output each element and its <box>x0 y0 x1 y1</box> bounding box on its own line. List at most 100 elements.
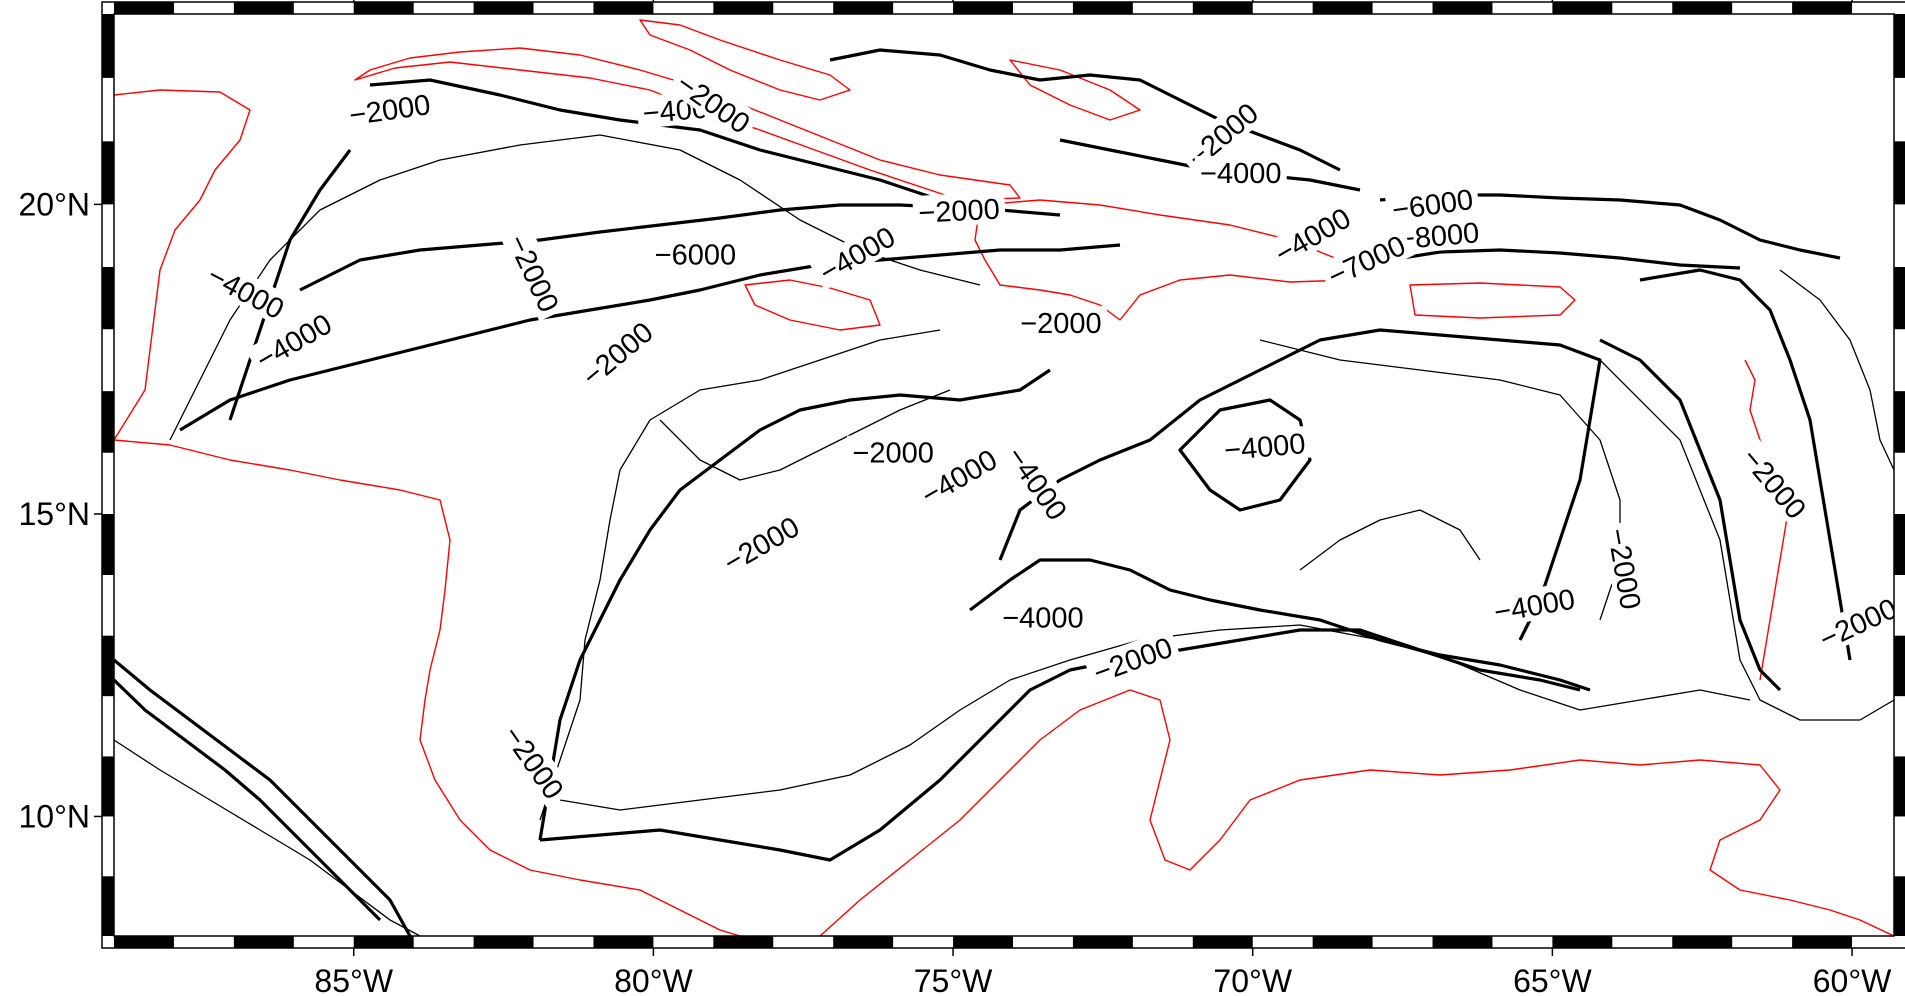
frame-segment-right <box>1894 141 1905 205</box>
coastline-layer <box>114 19 1894 936</box>
frame-segment-top <box>233 2 294 14</box>
contour-label: −2000 <box>912 191 1006 230</box>
contour-line <box>1599 338 1782 692</box>
contour-line <box>969 558 1591 692</box>
y-tick-label: 20°N <box>19 186 91 222</box>
frame-segment-left <box>102 635 114 697</box>
contour-line <box>114 678 382 922</box>
frame-segment-top <box>353 2 414 14</box>
contour-label-background <box>494 714 574 809</box>
contour-line <box>998 328 1602 641</box>
frame-segment-top <box>1672 2 1733 14</box>
frame-segment-right <box>1894 514 1905 575</box>
frame-segment-left <box>102 14 114 78</box>
contour-label-background <box>912 191 1006 229</box>
frame-segment-top <box>1792 2 1853 14</box>
contour-label-background <box>910 439 1007 514</box>
coastline-hispaniola <box>974 199 1351 321</box>
contour-line <box>539 329 941 821</box>
plot-area: −2000 −4000−2000−2000−4000−4000−6000−2000… <box>114 14 1894 936</box>
contour-label-text: −4000 <box>1200 158 1281 190</box>
contour-label-background <box>712 506 809 581</box>
contour-label-background <box>1733 437 1817 529</box>
contour-label-text: −4000 <box>1002 603 1083 635</box>
contour-label-background <box>500 224 569 322</box>
coastline-cuba <box>354 47 1021 201</box>
frame-segment-bottom <box>1072 936 1133 948</box>
contour-label-background <box>1809 588 1894 657</box>
contour-label-background <box>1176 92 1268 177</box>
contour-label-background <box>1317 225 1415 294</box>
frame-segment-left <box>102 391 114 453</box>
contour-label-background <box>1194 155 1287 188</box>
frame-segment-bottom <box>1192 936 1253 948</box>
frame-segment-top <box>473 2 534 14</box>
frame-segment-top <box>1192 2 1253 14</box>
frame-segment-top <box>1432 2 1493 14</box>
contour-label-background <box>1601 520 1650 617</box>
y-tick-label: 15°N <box>19 496 91 532</box>
frame-segment-bottom <box>114 936 174 948</box>
contour-label: −6000 <box>649 237 742 272</box>
frame-segment-left <box>102 141 114 205</box>
contour-label-background <box>667 63 761 143</box>
contour-label: −8000 <box>1391 214 1486 256</box>
contour-line <box>829 48 1341 172</box>
contour-label-background <box>1391 214 1486 255</box>
contour-label-background <box>1083 628 1182 690</box>
frame-segment-bottom <box>1672 936 1733 948</box>
frame-segment-bottom <box>953 936 1013 948</box>
x-axis-tick-labels: 85°W 80°W 75°W 70°W 65°W 60°W <box>314 0 1892 996</box>
frame-segment-top <box>953 2 1013 14</box>
contour-line <box>538 368 1051 841</box>
coastline-central-america <box>114 89 741 936</box>
contour-label: −4000 <box>1486 580 1583 629</box>
frame-segment-bottom <box>353 936 414 948</box>
contour-label: −2000 <box>1014 306 1107 340</box>
frame-segment-top <box>833 2 894 14</box>
x-tick-label: 75°W <box>914 963 993 996</box>
frame-segment-left <box>102 756 114 817</box>
frame-segment-right <box>1894 14 1905 78</box>
contour-label: −2000 <box>847 435 940 470</box>
contour-label-background <box>1217 425 1312 466</box>
contour-label-text: −2000 <box>1020 308 1101 340</box>
contour-label: −4000 <box>996 600 1089 635</box>
contour-label-background <box>245 303 342 378</box>
y-tick-label: 10°N <box>19 798 91 834</box>
frame-segment-bottom <box>1432 936 1493 948</box>
x-tick-label: 85°W <box>314 963 393 996</box>
frame-segment-left <box>102 876 114 936</box>
frame-segment-top <box>1072 2 1133 14</box>
contour-label-background <box>998 435 1078 530</box>
frame-segment-left <box>102 514 114 575</box>
coastline-bahamas <box>639 19 1141 121</box>
contour-label-background <box>808 216 905 291</box>
contour-line <box>114 658 412 936</box>
thick-contour-layer <box>114 48 1852 936</box>
frame-segment-bottom <box>1792 936 1853 948</box>
x-tick-label: 60°W <box>1813 963 1892 996</box>
contour-line <box>1178 398 1312 512</box>
coastline-jamaica <box>744 279 881 331</box>
frame-segment-bottom <box>233 936 294 948</box>
contour-label: −4000 <box>1217 425 1312 467</box>
contour-label-background <box>341 86 438 131</box>
contour-label-text: −2000 <box>918 194 1001 230</box>
x-tick-label: 70°W <box>1213 963 1292 996</box>
contour-line <box>299 203 961 292</box>
frame-segment-right <box>1894 756 1905 817</box>
contour-line <box>114 739 421 936</box>
frame-segment-top <box>713 2 774 14</box>
frame-segment-top <box>593 2 654 14</box>
contour-line <box>228 149 352 421</box>
contour-label-background <box>847 435 940 468</box>
contour-line <box>179 243 1121 432</box>
frame-segment-top <box>1552 2 1613 14</box>
frame-segment-top <box>1312 2 1373 14</box>
coastline-south-america <box>819 689 1894 936</box>
x-tick-label: 80°W <box>614 963 693 996</box>
coastline-puerto-rico <box>1409 282 1576 319</box>
frame-segment-left <box>102 267 114 330</box>
